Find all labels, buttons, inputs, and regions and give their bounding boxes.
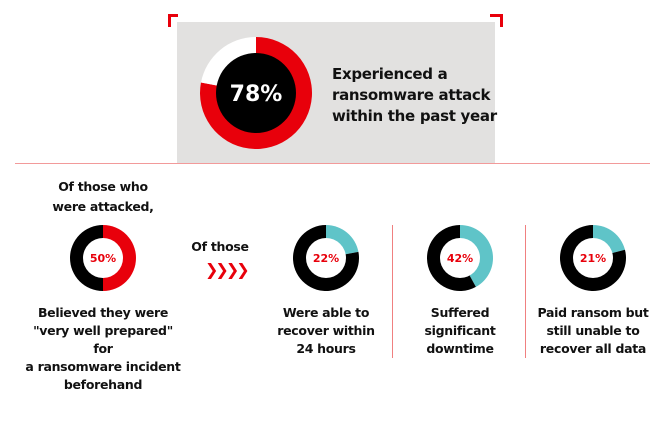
hero-description: Experienced a ransomware attack within t…	[332, 64, 497, 127]
label-line: 24 hours	[296, 341, 356, 356]
chevrons-right-icon: ❯❯❯❯	[205, 260, 250, 279]
intro-line: were attacked,	[52, 199, 154, 214]
label-line: significant	[424, 323, 496, 338]
label-line: recover all data	[539, 341, 647, 356]
section-divider	[15, 163, 650, 164]
donut-center-label: 22%	[313, 252, 339, 265]
label-line: Suffered	[430, 305, 490, 320]
stat-label-ransom: Paid ransom but still unable to recover …	[528, 304, 650, 358]
hero-line: Experienced a	[332, 65, 448, 83]
label-line: recover within	[277, 323, 375, 338]
donut-hole	[216, 53, 296, 133]
stat-label-prepared: Believed they were "very well prepared" …	[23, 304, 183, 394]
label-line: "very well prepared" for	[33, 323, 173, 356]
hero-line: within the past year	[332, 107, 497, 125]
stat-label-downtime: Suffered significant downtime	[400, 304, 520, 358]
label-line: still unable to	[546, 323, 640, 338]
label-line: Were able to	[282, 305, 370, 320]
intro-line: Of those who	[58, 179, 148, 194]
corner-bracket-left	[168, 14, 178, 27]
corner-bracket-right	[490, 14, 503, 27]
donut-hole	[573, 238, 613, 278]
donut-center-label: 50%	[90, 252, 116, 265]
donut-hole	[440, 238, 480, 278]
label-line: a ransomware incident	[25, 359, 181, 374]
donut-center-label: 78%	[230, 82, 283, 107]
stat-label-recover: Were able to recover within 24 hours	[266, 304, 386, 358]
donut-hole	[83, 238, 123, 278]
label-line: Believed they were	[37, 305, 169, 320]
label-line: Paid ransom but	[537, 305, 649, 320]
column-divider	[392, 225, 393, 358]
hero-line: ransomware attack	[332, 86, 491, 104]
donut-center-label: 42%	[447, 252, 473, 265]
donut-hole	[306, 238, 346, 278]
of-those-label: Of those	[191, 239, 249, 254]
donut-center-label: 21%	[580, 252, 606, 265]
label-line: beforehand	[63, 377, 143, 392]
intro-text: Of those who were attacked,	[33, 177, 173, 217]
label-line: downtime	[426, 341, 494, 356]
column-divider	[525, 225, 526, 358]
